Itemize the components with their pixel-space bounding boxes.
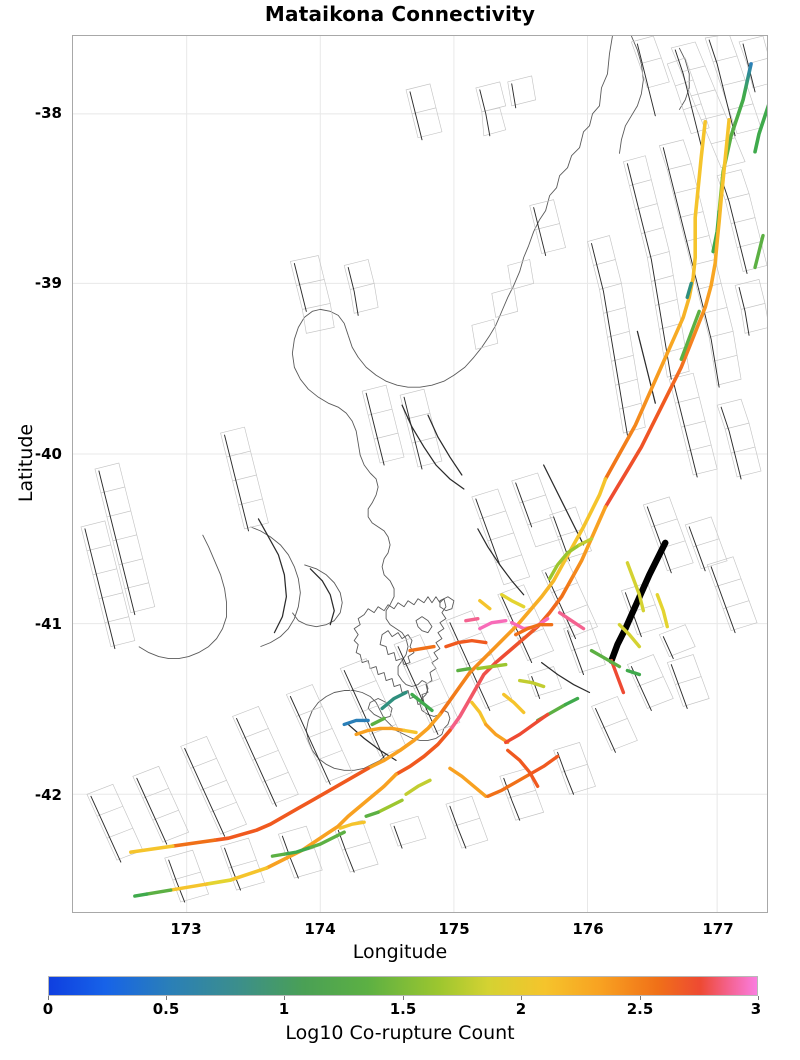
colorbar[interactable]: [48, 976, 758, 996]
xtick-label-1: 174: [304, 920, 336, 938]
colorbar-tickmark: [521, 996, 522, 1000]
colorbar-tick-label-2: 1: [278, 1000, 290, 1018]
colorbar-tickmark: [758, 996, 759, 1000]
colorbar-gradient: [48, 976, 758, 996]
source-fault-mataikona: [608, 539, 669, 664]
xtick-label-0: 173: [170, 920, 202, 938]
colorbar-tickmark: [403, 996, 404, 1000]
coastline-layer: [138, 36, 690, 771]
y-axis-label: Latitude: [15, 423, 37, 503]
colorbar-tick-label-1: 0.5: [152, 1000, 180, 1018]
ytick-label-2: -40: [34, 445, 62, 463]
ytick-label-0: -38: [34, 104, 62, 122]
colorbar-tick-label-3: 1.5: [389, 1000, 417, 1018]
fault-trace-layer: [84, 39, 756, 903]
page-title: Mataikona Connectivity: [264, 2, 536, 26]
colorbar-tick-label-4: 2: [515, 1000, 527, 1018]
colorbar-tickmark: [640, 996, 641, 1000]
map-axes[interactable]: [72, 35, 768, 913]
ytick-label-3: -41: [34, 615, 62, 633]
fault-surface-projection-layer: [80, 36, 767, 903]
connected-fault-traces-layer: [129, 62, 767, 898]
grid-lines: [73, 36, 767, 912]
map-plot-area: [73, 36, 767, 912]
colorbar-tick-label-0: 0: [42, 1000, 54, 1018]
xtick-label-2: 175: [438, 920, 470, 938]
map-svg: [73, 36, 767, 912]
colorbar-tickmark: [166, 996, 167, 1000]
colorbar-tick-label-5: 2.5: [626, 1000, 654, 1018]
xtick-label-4: 177: [702, 920, 734, 938]
colorbar-label: Log10 Co-rupture Count: [285, 1022, 515, 1044]
xtick-label-3: 176: [572, 920, 604, 938]
ytick-label-4: -42: [34, 786, 62, 804]
ytick-label-1: -39: [34, 274, 62, 292]
colorbar-tick-label-6: 3: [750, 1000, 762, 1018]
colorbar-tickmark: [48, 996, 49, 1000]
colorbar-tickmark: [284, 996, 285, 1000]
x-axis-label: Longitude: [352, 941, 448, 963]
